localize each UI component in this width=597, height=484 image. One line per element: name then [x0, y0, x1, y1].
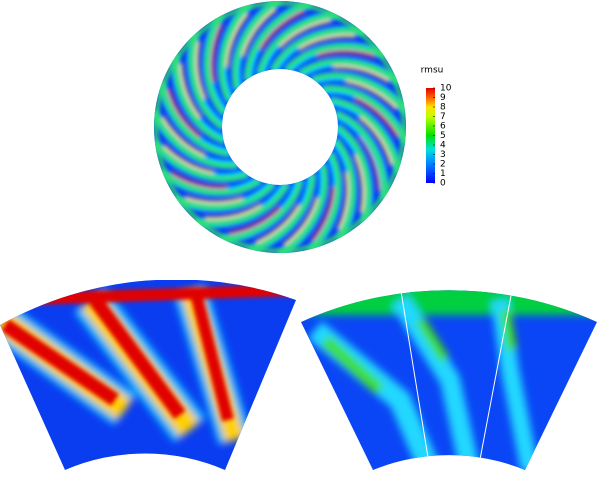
streak [154, 110, 237, 168]
colorbar-tick-label: 7 [440, 112, 446, 122]
colorbar-tick-label: 0 [440, 179, 446, 189]
streak [179, 63, 202, 119]
streak [189, 30, 224, 129]
colorbar-tick-label: 5 [440, 131, 446, 141]
streak [257, 11, 341, 74]
colorbar-title: rmsu [421, 66, 444, 76]
streak [232, 1, 282, 89]
streak [283, 197, 319, 247]
streak [308, 153, 341, 253]
streak [154, 140, 248, 181]
streak [245, 1, 312, 80]
streak [228, 205, 282, 235]
streak [353, 154, 365, 213]
colorbar [426, 88, 435, 183]
streak [259, 10, 305, 51]
streak [285, 44, 387, 71]
colorbar-tick-label: 8 [440, 103, 446, 113]
streak [195, 41, 207, 100]
left-sector-contour [0, 280, 296, 470]
streak [354, 97, 399, 138]
streak [204, 203, 262, 220]
streak [335, 111, 387, 201]
streak [166, 88, 202, 138]
streak [161, 116, 206, 157]
streak [204, 12, 226, 115]
streak [162, 144, 215, 174]
streak [225, 12, 250, 68]
streak [173, 183, 275, 210]
streak [278, 19, 332, 49]
colorbar-tick-label: 4 [440, 141, 446, 151]
streak [312, 73, 406, 114]
streak [255, 203, 301, 244]
streak [332, 65, 390, 83]
streak [331, 98, 402, 174]
streak [298, 34, 356, 51]
streak [210, 23, 223, 82]
streak [184, 195, 244, 204]
streak [310, 186, 335, 242]
streak [170, 171, 228, 189]
streak [248, 174, 315, 253]
annulus-contour [154, 1, 406, 253]
streak [299, 59, 402, 84]
streak [358, 116, 394, 166]
colorbar-tick-label: 10 [440, 84, 452, 94]
right-sector-contour [301, 290, 597, 470]
colorbar-tick-label: 3 [440, 150, 446, 160]
colorbar-tick-label: 1 [440, 169, 446, 179]
streak [219, 1, 252, 101]
streak [334, 139, 356, 242]
streak [158, 80, 229, 156]
streak [278, 165, 328, 253]
streak [345, 80, 398, 110]
streak [337, 172, 350, 231]
streak [271, 28, 366, 71]
streak [336, 125, 371, 224]
streaks [154, 1, 406, 253]
colorbar-tick-label: 6 [440, 122, 446, 132]
streak [323, 86, 406, 144]
streak [219, 180, 303, 243]
colorbar-tick-label: 9 [440, 93, 446, 103]
streak [241, 7, 277, 57]
streak [194, 183, 289, 226]
streak [316, 50, 376, 59]
colorbar-tick-label: 2 [440, 160, 446, 170]
streak [358, 135, 381, 191]
streak [158, 170, 261, 195]
rim [154, 1, 406, 253]
streak [173, 53, 225, 143]
